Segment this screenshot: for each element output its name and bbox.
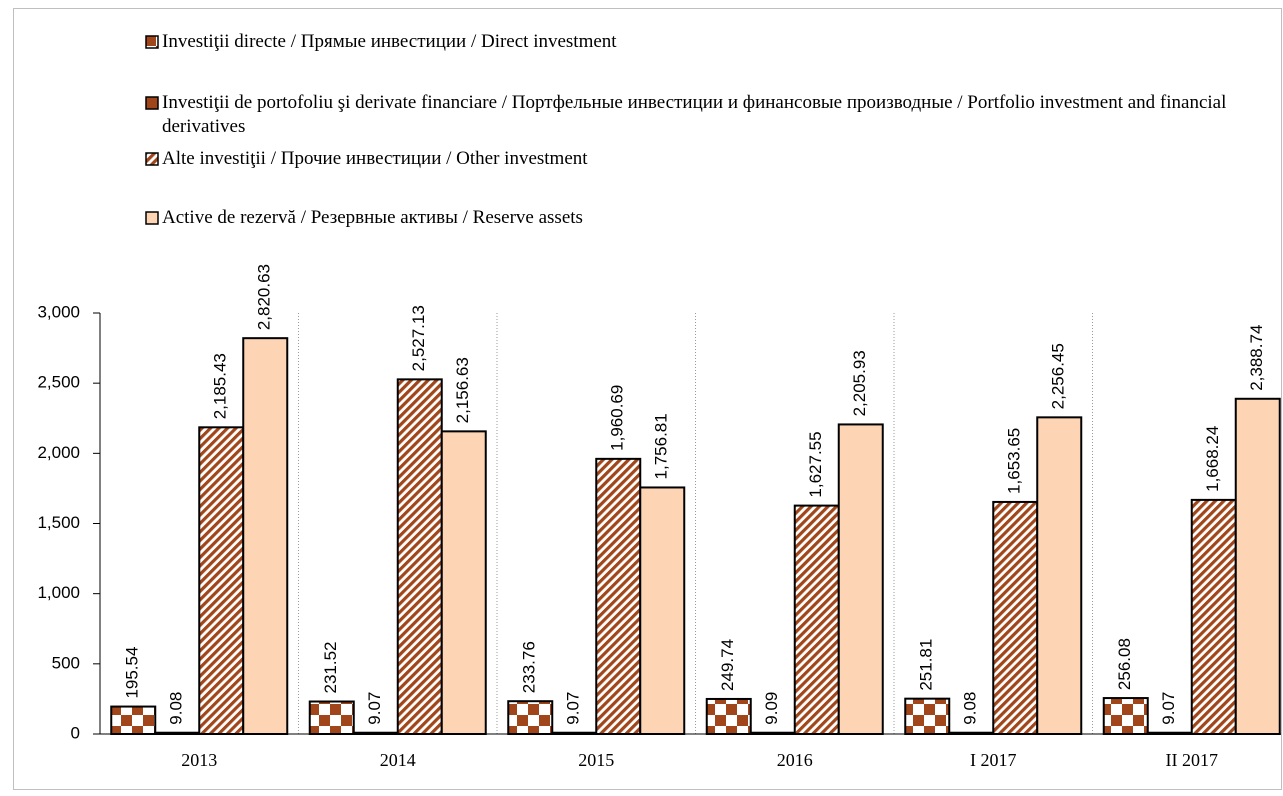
legend-entry: Active de rezervă / Резервные активы / R… [145,206,1255,230]
y-tick-label: 2,000 [37,443,80,462]
bar [1234,397,1281,735]
legend-swatch [145,96,159,110]
value-label: 256.08 [1115,638,1134,690]
y-tick-label: 0 [71,723,80,742]
bar [639,486,686,735]
bar [1190,498,1237,735]
x-tick-label: 2014 [380,750,416,770]
legend-label: Investiţii de portofoliu şi derivate fin… [162,92,1227,137]
legend-swatch [145,152,159,166]
value-label: 1,653.65 [1005,428,1024,494]
x-tick-label: I 2017 [970,750,1017,770]
bar [308,700,355,735]
legend-label: Active de rezervă / Резервные активы / R… [162,207,583,228]
value-label: 1,668.24 [1203,426,1222,492]
value-label: 9.07 [564,692,583,725]
value-label: 251.81 [917,639,936,691]
chart-frame [13,8,1282,790]
x-tick-label: 2016 [777,750,813,770]
value-label: 195.54 [123,647,142,699]
bar [396,378,443,735]
y-tick-label: 1,000 [37,583,80,602]
value-label: 231.52 [321,642,340,694]
legend-entry: Alte investiţii / Прочие инвестиции / Ot… [145,147,1255,171]
value-label: 2,527.13 [409,305,428,371]
value-label: 9.08 [167,692,186,725]
bar [110,705,157,735]
value-label: 2,156.63 [453,357,472,423]
value-label: 1,756.81 [652,413,671,479]
value-label: 9.07 [1159,692,1178,725]
value-label: 249.74 [718,639,737,691]
value-label: 233.76 [520,641,539,693]
x-tick-label: 2015 [578,750,614,770]
legend-swatch [145,211,159,225]
value-label: 9.08 [961,692,980,725]
bar [837,423,884,735]
value-label: 2,185.43 [211,353,230,419]
value-label: 1,627.55 [806,431,825,497]
value-label: 2,388.74 [1247,325,1266,391]
y-tick-label: 2,500 [37,373,80,392]
bar [992,500,1039,735]
value-label: 2,205.93 [850,350,869,416]
value-label: 9.09 [762,692,781,725]
y-tick-label: 1,500 [37,513,80,532]
bar [198,426,245,735]
bar [440,430,487,735]
x-tick-label: 2013 [181,750,217,770]
bar [242,337,289,735]
bar [507,700,554,735]
y-tick-label: 500 [52,653,80,672]
value-label: 9.07 [365,692,384,725]
legend-swatch [145,35,159,49]
bar [705,697,752,735]
y-tick-label: 3,000 [37,302,80,321]
legend-entry: Investiţii de portofoliu şi derivate fin… [145,91,1255,139]
x-tick-label: II 2017 [1166,750,1219,770]
legend-label: Investiţii directe / Прямые инвестиции /… [162,31,617,52]
legend-label: Alte investiţii / Прочие инвестиции / Ot… [162,148,588,169]
value-label: 2,256.45 [1049,343,1068,409]
legend-entry: Investiţii directe / Прямые инвестиции /… [145,30,1255,54]
bar [595,457,642,735]
value-label: 2,820.63 [255,264,274,330]
bar [1036,416,1083,735]
value-label: 1,960.69 [608,385,627,451]
bar [1102,697,1149,735]
bar [904,697,951,735]
bar [793,504,840,736]
